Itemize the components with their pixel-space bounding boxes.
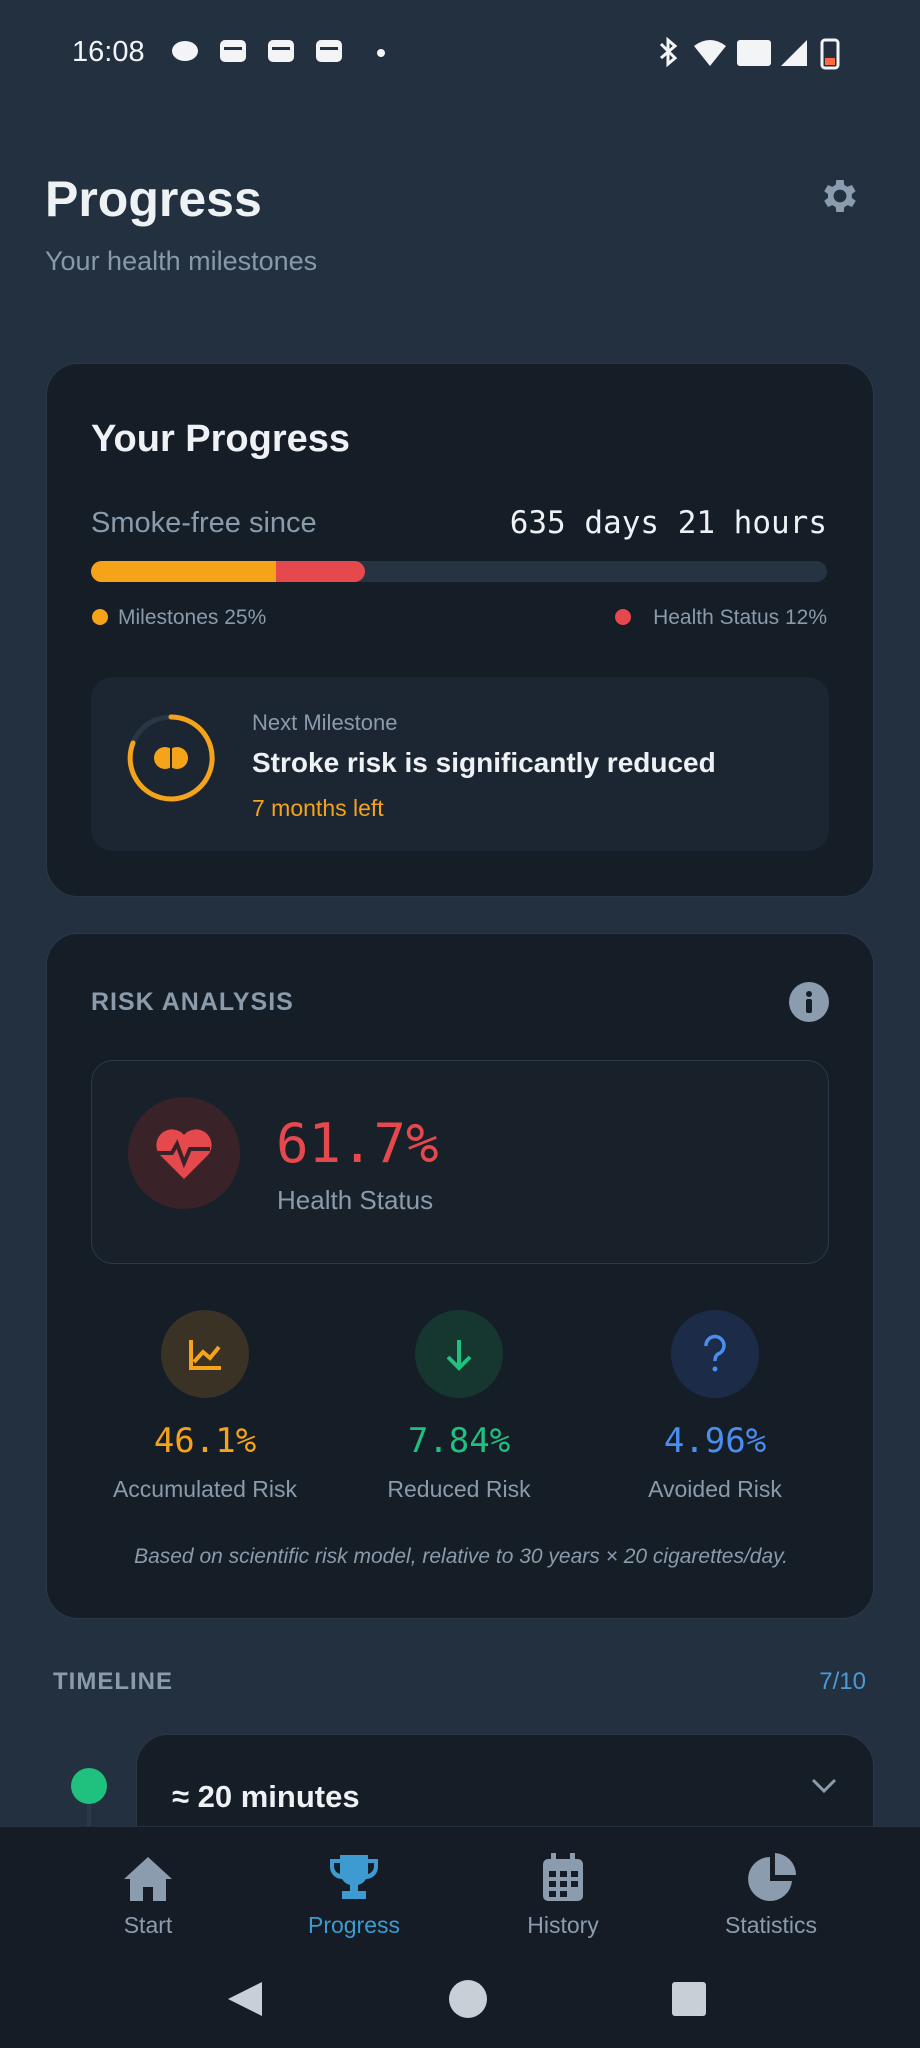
nav-start-label[interactable]: Start <box>123 1912 173 1938</box>
accumulated-label: Accumulated Risk <box>112 1476 298 1502</box>
health-label: Health Status <box>277 1185 434 1215</box>
status-time: 16:08 <box>72 36 145 68</box>
nav-progress-label[interactable]: Progress <box>307 1912 401 1938</box>
risk-card <box>46 933 874 1619</box>
reduced-icon <box>415 1310 503 1398</box>
health-segment <box>276 561 365 582</box>
milestone-ring <box>127 714 215 802</box>
page-title: Progress <box>45 171 262 227</box>
home-button[interactable] <box>449 1980 487 2018</box>
timeline-title: TIMELINE <box>53 1668 173 1695</box>
info-button[interactable] <box>788 981 830 1023</box>
settings-button[interactable] <box>818 174 862 218</box>
next-title: Stroke risk is significantly reduced <box>252 747 716 778</box>
back-button[interactable] <box>228 1982 262 2016</box>
health-value: 61.7% <box>276 1112 439 1175</box>
status-icons <box>172 40 385 62</box>
next-label: Next Milestone <box>252 710 398 735</box>
card-title: Your Progress <box>91 418 351 460</box>
legend-dot <box>92 609 108 625</box>
accumulated-icon <box>161 1310 249 1398</box>
recents-button[interactable] <box>672 1982 706 2016</box>
since-value: 635 days 21 hours <box>509 505 827 541</box>
next-remaining: 7 months left <box>252 795 384 821</box>
avoided-icon <box>671 1310 759 1398</box>
avoided-value: 4.96% <box>663 1421 767 1461</box>
risk-note: Based on scientific risk model, relative… <box>134 1545 788 1568</box>
nav-progress-icon[interactable] <box>328 1853 380 1903</box>
expand-chevron[interactable] <box>810 1776 838 1796</box>
timeline-dot <box>71 1768 107 1836</box>
timeline-count: 7/10 <box>819 1668 866 1695</box>
milestones-segment <box>91 561 276 582</box>
timeline-item-time: ≈ 20 minutes <box>172 1779 360 1814</box>
heart-icon <box>128 1097 240 1209</box>
avoided-label: Avoided Risk <box>648 1476 782 1502</box>
accumulated-value: 46.1% <box>153 1421 257 1461</box>
progress-bar <box>91 561 827 582</box>
system-nav <box>228 1980 706 2018</box>
nav-start-icon[interactable] <box>122 1855 174 1903</box>
page-subtitle: Your health milestones <box>45 246 318 276</box>
system-icons <box>659 36 840 70</box>
legend-health: Health Status 12% <box>653 606 827 629</box>
reduced-value: 7.84% <box>407 1421 511 1461</box>
legend-dot <box>615 609 631 625</box>
nav-statistics-icon[interactable] <box>746 1853 798 1903</box>
legend-milestones: Milestones 25% <box>118 606 267 629</box>
since-label: Smoke-free since <box>91 507 317 539</box>
nav-statistics-label[interactable]: Statistics <box>724 1912 818 1938</box>
risk-title: RISK ANALYSIS <box>91 988 294 1016</box>
nav-history-label[interactable]: History <box>527 1912 599 1938</box>
nav-history-icon[interactable] <box>541 1853 585 1903</box>
reduced-label: Reduced Risk <box>387 1476 531 1502</box>
